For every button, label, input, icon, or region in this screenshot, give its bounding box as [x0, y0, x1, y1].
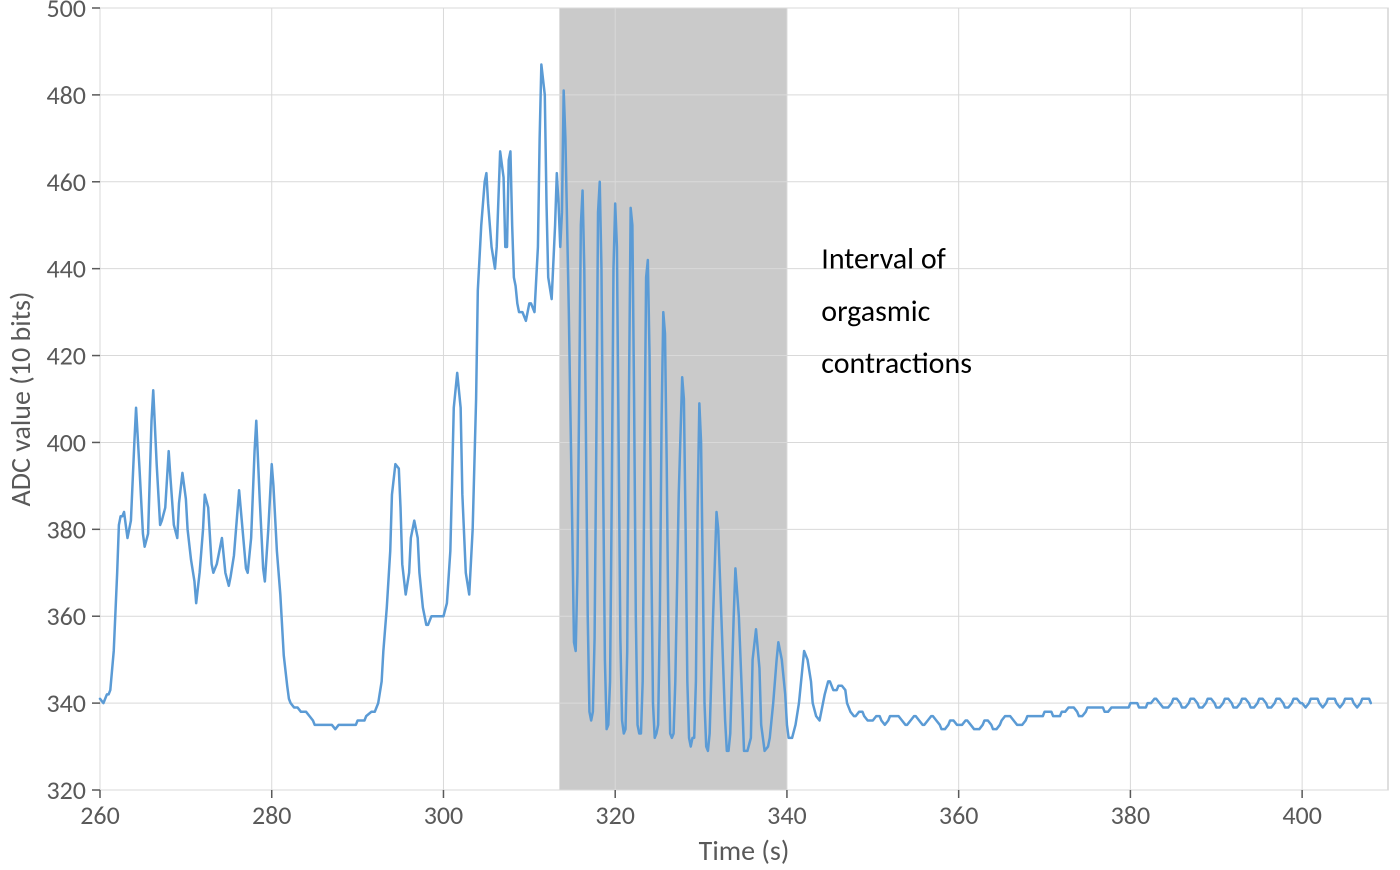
annotation-line: contractions: [821, 345, 972, 382]
x-tick-label: 380: [1111, 799, 1151, 831]
y-tick-label: 400: [46, 426, 86, 458]
annotation-line: orgasmic: [821, 293, 930, 330]
y-tick-label: 320: [46, 774, 86, 806]
x-tick-label: 280: [252, 799, 292, 831]
x-tick-label: 340: [767, 799, 807, 831]
line-chart: 260 280 300 320 340 360 380 400 320 340 360 380 400 4…: [0, 0, 1400, 870]
y-axis-label: ADC value (10 bits): [3, 292, 38, 507]
x-tick-label: 400: [1282, 799, 1322, 831]
y-tick-label: 460: [46, 166, 86, 198]
y-tick-label: 440: [46, 253, 86, 285]
y-tick-label: 420: [46, 340, 86, 372]
y-tick-label: 360: [46, 600, 86, 632]
y-tick-label: 340: [46, 687, 86, 719]
x-tick-label: 260: [80, 799, 120, 831]
x-tick-label: 360: [939, 799, 979, 831]
x-tick-label: 300: [424, 799, 464, 831]
x-axis-label: Time (s): [699, 833, 790, 868]
y-tick-label: 480: [46, 79, 86, 111]
chart-svg: 260 280 300 320 340 360 380 400 320 340 360 380 400 4…: [0, 0, 1400, 870]
annotation-line: Interval of: [821, 241, 946, 278]
y-tick-label: 380: [46, 513, 86, 545]
x-tick-label: 320: [595, 799, 635, 831]
y-tick-label: 500: [46, 0, 86, 24]
